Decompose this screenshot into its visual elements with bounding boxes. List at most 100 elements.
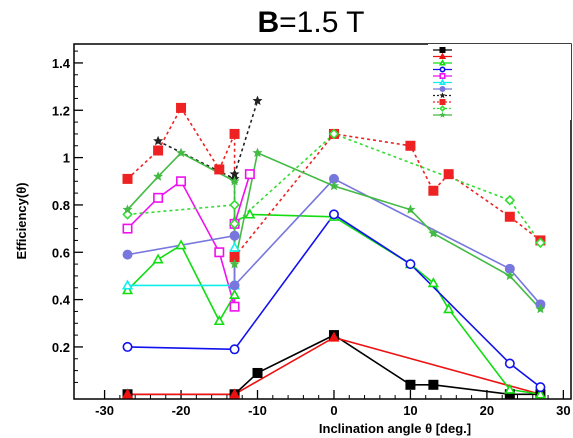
chart-title-rest: =1.5 T	[279, 6, 364, 39]
data-point	[176, 102, 187, 113]
series-line	[127, 177, 542, 305]
data-point	[328, 180, 339, 191]
x-tick-label: 20	[480, 403, 494, 418]
x-tick-label: 10	[403, 403, 417, 418]
data-point	[439, 105, 446, 112]
data-point	[229, 301, 240, 312]
data-point	[252, 147, 263, 158]
x-tick-label: 0	[330, 403, 337, 418]
data-point	[504, 194, 516, 206]
series-line	[157, 100, 259, 181]
data-point	[121, 388, 134, 399]
data-point	[122, 173, 133, 184]
data-point	[176, 147, 187, 158]
data-point	[175, 239, 187, 250]
chart-title-bold: B	[257, 6, 279, 39]
data-point	[252, 367, 263, 378]
data-point	[229, 218, 240, 230]
data-point	[229, 258, 240, 269]
data-point	[214, 164, 225, 175]
x-axis-label: Inclination angle θ [deg.]	[319, 421, 471, 436]
series-markers-group	[122, 209, 546, 393]
data-point	[504, 358, 515, 369]
data-point	[405, 204, 416, 214]
data-point	[439, 73, 446, 80]
data-point	[504, 270, 515, 281]
data-point	[122, 223, 133, 234]
legend	[428, 44, 571, 120]
y-tick-label: 0.6	[52, 245, 70, 260]
y-axis-label: Efficiency(θ)	[14, 182, 29, 259]
plot-frame	[73, 43, 572, 400]
series-markers-group	[122, 173, 546, 310]
data-point	[122, 204, 133, 214]
data-point	[229, 199, 240, 211]
series-line	[127, 336, 541, 396]
data-point	[439, 46, 446, 53]
y-tick-label: 0.4	[52, 293, 71, 308]
data-point	[229, 241, 241, 252]
data-point	[121, 279, 134, 290]
data-point	[405, 140, 416, 151]
series-markers	[121, 95, 546, 400]
x-tick-label: 30	[556, 403, 570, 418]
data-point	[534, 388, 546, 399]
data-point	[176, 176, 187, 187]
data-point	[438, 52, 447, 60]
data-point	[428, 379, 439, 390]
data-point	[153, 145, 164, 156]
y-tick-label: 0.2	[52, 340, 70, 355]
y-tick-label: 0.8	[52, 198, 70, 213]
data-point	[438, 59, 447, 66]
data-point	[428, 185, 439, 196]
data-point	[244, 169, 255, 180]
data-point	[535, 303, 546, 314]
x-tick-label: -30	[95, 403, 114, 418]
data-point	[439, 111, 446, 118]
y-tick-label: 1.4	[52, 56, 71, 71]
data-point	[122, 341, 133, 352]
data-point	[438, 78, 447, 86]
axis-ticks: -30 -20 -10 0 10 20 30 0.2 0.4 0.6 0.8 1 1.2 1.4	[52, 50, 571, 418]
series-line	[126, 106, 541, 260]
data-point	[121, 284, 134, 295]
data-point	[229, 388, 241, 399]
data-point	[328, 128, 340, 140]
data-point	[229, 176, 240, 186]
data-point	[405, 379, 416, 390]
data-point	[535, 237, 546, 249]
chart-title: B=1.5 T	[257, 6, 364, 39]
data-point	[229, 344, 240, 355]
data-point	[405, 259, 416, 270]
series-line	[127, 133, 542, 244]
data-point	[252, 95, 263, 106]
series-line	[127, 213, 541, 388]
data-point	[229, 128, 240, 139]
data-point	[427, 277, 439, 288]
data-point	[153, 192, 164, 203]
y-tick-label: 1.2	[52, 103, 70, 118]
data-point	[214, 247, 225, 258]
data-point	[504, 211, 515, 222]
x-tick-label: -20	[172, 403, 191, 418]
data-point	[443, 169, 454, 180]
series-markers-group	[122, 147, 546, 314]
data-point	[152, 253, 164, 264]
data-point	[428, 228, 439, 238]
data-point	[443, 303, 455, 314]
data-point	[213, 315, 225, 326]
y-tick-label: 1	[63, 151, 70, 166]
data-point	[535, 382, 546, 393]
data-point	[328, 209, 339, 220]
x-tick-label: -10	[248, 403, 267, 418]
data-point	[153, 171, 164, 181]
data-point	[504, 383, 516, 394]
data-point	[439, 86, 446, 93]
data-point	[439, 66, 446, 73]
data-point	[122, 249, 133, 260]
data-point	[439, 92, 446, 99]
data-point	[153, 135, 164, 146]
data-point	[229, 230, 240, 241]
data-point	[229, 289, 241, 300]
